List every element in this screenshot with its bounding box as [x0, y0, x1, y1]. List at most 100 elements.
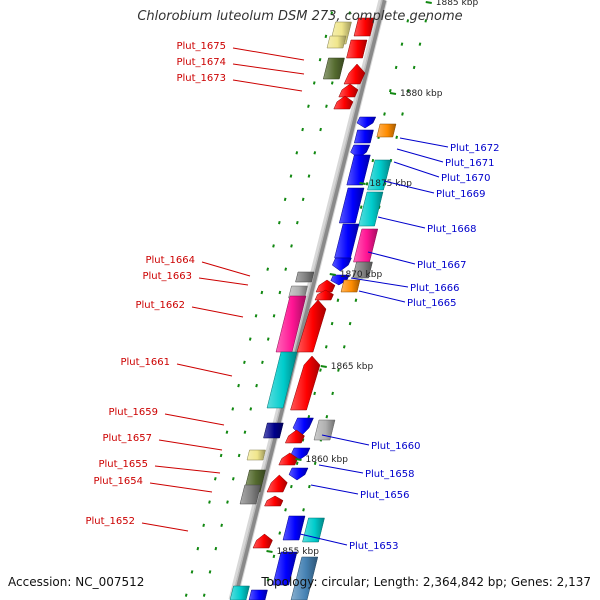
right-gene-label: Plut_1660: [371, 441, 421, 452]
gene-feature: [266, 474, 288, 493]
gene-feature: [340, 279, 361, 293]
right-gene-label: Plut_1653: [349, 541, 399, 552]
gene-feature: [338, 83, 359, 98]
right-gene-leader: [396, 148, 444, 163]
gene-feature: [278, 452, 299, 466]
gene-feature: [331, 257, 352, 272]
gene-feature: [248, 589, 268, 600]
left-gene-leader: [141, 522, 189, 532]
left-gene-label: Plut_1655: [98, 459, 148, 470]
gene-feature: [288, 467, 309, 481]
gene-feature: [282, 515, 306, 541]
genome-summary-text: Topology: circular; Length: 2,364,842 bp…: [261, 575, 591, 589]
kbp-tick: [329, 273, 336, 276]
left-gene-leader: [154, 465, 221, 474]
gene-feature: [315, 279, 336, 293]
accession-text: Accession: NC_007512: [8, 575, 145, 589]
gene-feature: [322, 57, 345, 80]
gene-feature: [343, 63, 366, 85]
right-gene-leader: [350, 277, 409, 288]
right-gene-label: Plut_1658: [365, 469, 415, 480]
right-gene-label: Plut_1667: [417, 260, 467, 271]
left-gene-leader: [158, 439, 223, 451]
right-gene-leader: [299, 533, 348, 546]
gene-feature: [358, 191, 384, 227]
left-gene-leader: [232, 47, 305, 61]
gene-feature: [314, 289, 334, 301]
left-gene-leader: [232, 79, 303, 92]
right-gene-label: Plut_1666: [410, 283, 460, 294]
gene-feature: [246, 449, 266, 461]
right-gene-leader: [377, 216, 426, 229]
gene-feature: [356, 116, 377, 129]
kbp-mark-label: 1880 kbp: [400, 89, 443, 99]
gene-feature: [353, 129, 374, 144]
gene-feature: [353, 17, 375, 37]
left-gene-label: Plut_1654: [93, 476, 143, 487]
left-gene-leader: [164, 413, 225, 426]
backbone-line: [231, 0, 387, 600]
kbp-tick: [359, 182, 366, 185]
kbp-tick: [389, 92, 397, 95]
right-gene-label: Plut_1671: [445, 158, 495, 169]
backbone-highlight: [231, 0, 383, 600]
kbp-mark-label: 1865 kbp: [331, 362, 374, 372]
gene-feature: [367, 159, 392, 191]
gene-feature: [352, 261, 373, 279]
gene-feature: [302, 517, 325, 543]
kbp-tick: [266, 550, 273, 553]
kbp-tick: [425, 1, 432, 4]
gene-feature: [296, 299, 327, 353]
gene-feature: [252, 533, 273, 549]
gene-feature: [376, 123, 397, 138]
gene-feature: [264, 495, 284, 507]
gene-feature: [239, 484, 262, 505]
left-gene-label: Plut_1664: [145, 255, 195, 266]
left-gene-leader: [176, 363, 233, 377]
left-gene-leader: [198, 277, 249, 286]
gene-feature: [346, 154, 371, 186]
gene-feature: [333, 95, 354, 110]
kbp-mark-label: 1860 kbp: [306, 455, 349, 465]
genome-title: Chlorobium luteolum DSM 273, complete ge…: [137, 9, 463, 24]
left-gene-leader: [232, 63, 305, 75]
left-gene-label: Plut_1652: [85, 516, 135, 527]
left-gene-leader: [191, 306, 244, 318]
gene-feature: [284, 429, 305, 444]
gene-feature: [330, 274, 350, 286]
left-gene-label: Plut_1662: [135, 300, 185, 311]
right-gene-label: Plut_1668: [427, 224, 477, 235]
left-gene-leader: [149, 482, 213, 493]
gene-feature: [263, 422, 284, 439]
left-gene-leader: [201, 261, 251, 277]
right-gene-label: Plut_1672: [450, 143, 500, 154]
left-gene-label: Plut_1673: [176, 73, 226, 84]
right-gene-leader: [310, 484, 359, 495]
gene-feature: [334, 223, 360, 259]
right-gene-label: Plut_1665: [407, 298, 457, 309]
kbp-tick: [295, 458, 302, 461]
gene-feature: [290, 355, 321, 411]
right-gene-label: Plut_1656: [360, 490, 410, 501]
kbp-mark-label: 1885 kbp: [436, 0, 479, 8]
right-gene-leader: [321, 434, 370, 446]
right-gene-leader: [399, 137, 449, 148]
kbp-mark-label: 1870 kbp: [340, 270, 383, 280]
left-gene-label: Plut_1659: [108, 407, 158, 418]
left-gene-label: Plut_1661: [120, 357, 170, 368]
left-gene-label: Plut_1675: [176, 41, 226, 52]
right-gene-label: Plut_1670: [441, 173, 491, 184]
gene-feature: [338, 187, 365, 224]
gene-feature: [272, 551, 298, 586]
strand-tick-line: [262, 0, 414, 600]
gene-feature: [346, 39, 368, 59]
gene-feature: [326, 35, 347, 49]
right-gene-leader: [393, 161, 440, 178]
right-gene-label: Plut_1669: [436, 189, 486, 200]
left-gene-label: Plut_1657: [102, 433, 152, 444]
right-gene-leader: [383, 180, 435, 194]
gene-feature: [266, 351, 298, 409]
gene-feature: [290, 556, 319, 600]
